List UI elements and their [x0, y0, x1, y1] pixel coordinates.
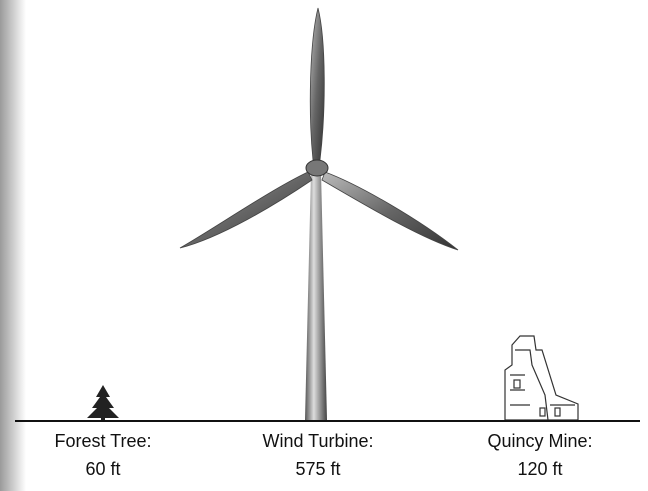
side-shade	[0, 0, 26, 491]
item-height: 575 ft	[295, 459, 340, 479]
diagram: Forest Tree: 60 ft Wind Turbine: 575 ft …	[0, 0, 648, 491]
item-name: Forest Tree:	[54, 431, 151, 451]
mine-drawing	[505, 336, 578, 420]
item-name: Wind Turbine:	[262, 431, 373, 451]
wind-turbine-drawing	[180, 8, 458, 420]
tree-drawing	[87, 385, 119, 421]
item-height: 120 ft	[517, 459, 562, 479]
item-height: 60 ft	[85, 459, 120, 479]
item-name: Quincy Mine:	[487, 431, 592, 451]
